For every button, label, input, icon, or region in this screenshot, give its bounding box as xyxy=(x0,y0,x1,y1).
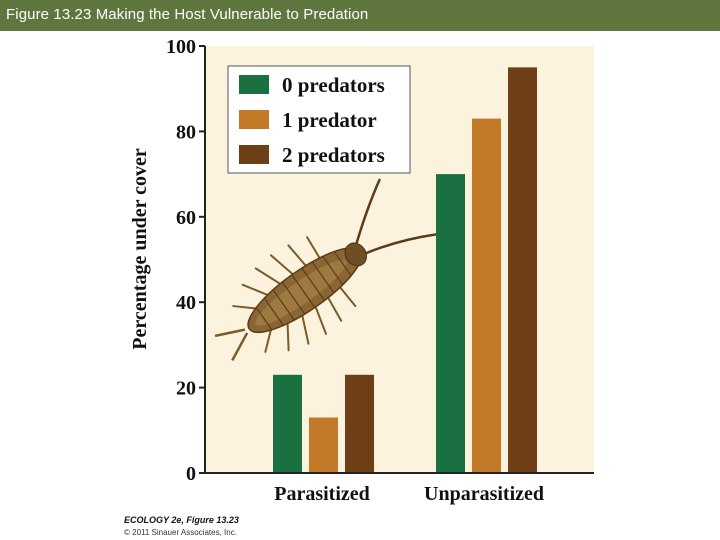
bar-unparasitized-1-predator xyxy=(472,118,501,473)
title-bar: Figure 13.23 Making the Host Vulnerable … xyxy=(0,0,720,31)
y-tick-label-80: 80 xyxy=(176,121,196,143)
bar-parasitized-1-predator xyxy=(309,417,338,473)
y-tick-label-100: 100 xyxy=(166,36,196,58)
y-axis-label: Percentage under cover xyxy=(129,148,151,350)
y-tick-label-60: 60 xyxy=(176,207,196,229)
bar-unparasitized-0-predators xyxy=(436,174,465,473)
credit-line-1: ECOLOGY 2e, Figure 13.23 xyxy=(124,515,239,525)
y-tick-label-0: 0 xyxy=(186,463,196,485)
category-label-unparasitized: Unparasitized xyxy=(424,483,544,505)
y-tick-label-40: 40 xyxy=(176,292,196,314)
isopod-illustration xyxy=(214,178,438,362)
bar-unparasitized-2-predators xyxy=(508,67,537,473)
legend: 0 predators 1 predator 2 predators xyxy=(227,65,411,174)
legend-label-1-predator: 1 predator xyxy=(282,108,377,132)
figure-title: Figure 13.23 Making the Host Vulnerable … xyxy=(6,6,369,23)
legend-label-0-predators: 0 predators xyxy=(282,73,385,97)
y-tick-label-20: 20 xyxy=(176,378,196,400)
legend-label-2-predators: 2 predators xyxy=(282,143,385,167)
legend-swatch-1-predator xyxy=(239,110,269,129)
legend-swatch-2-predators xyxy=(239,145,269,164)
credit-line-2: © 2011 Sinauer Associates, Inc. xyxy=(124,528,237,537)
bar-parasitized-2-predators xyxy=(345,374,374,473)
bar-parasitized-0-predators xyxy=(273,374,302,473)
category-label-parasitized: Parasitized xyxy=(274,483,370,505)
legend-swatch-0-predators xyxy=(239,75,269,94)
